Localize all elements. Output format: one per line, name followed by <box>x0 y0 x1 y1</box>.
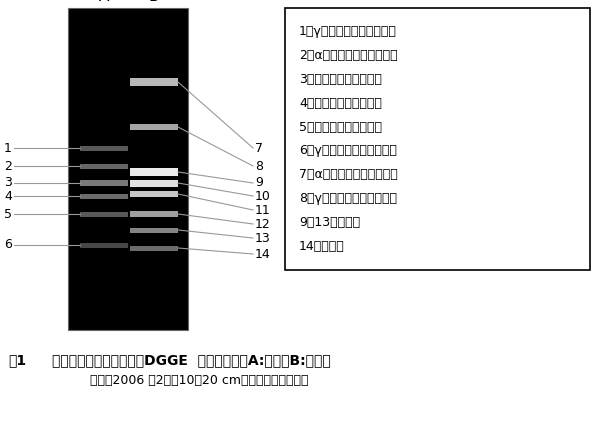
Bar <box>80 146 128 151</box>
Bar <box>68 8 188 330</box>
Text: 9〜13：未同定: 9〜13：未同定 <box>299 216 360 229</box>
Text: 2: 2 <box>4 160 12 173</box>
Text: 7：α－プロテオバクテリア: 7：α－プロテオバクテリア <box>299 168 397 181</box>
Bar <box>285 8 590 270</box>
Text: A: A <box>99 0 109 4</box>
Bar <box>80 163 128 168</box>
Bar <box>130 211 178 217</box>
Text: B: B <box>149 0 159 4</box>
Text: 6: 6 <box>4 238 12 252</box>
Text: 7: 7 <box>255 141 263 154</box>
Text: 3: 3 <box>4 176 12 189</box>
Bar <box>80 180 128 186</box>
Text: 14：古細菌: 14：古細菌 <box>299 240 345 253</box>
Bar <box>130 191 178 197</box>
Text: 8：γ－プロテオバクテリア: 8：γ－プロテオバクテリア <box>299 192 397 205</box>
Text: 10: 10 <box>255 189 271 203</box>
Text: 土壌は2006 年2月に10〜20 cmの深さで採取した。: 土壌は2006 年2月に10〜20 cmの深さで採取した。 <box>90 373 308 387</box>
Bar <box>130 227 178 233</box>
Text: 11: 11 <box>255 203 271 216</box>
Text: 14: 14 <box>255 247 271 260</box>
Text: 5：アシッドバクテリア: 5：アシッドバクテリア <box>299 121 382 134</box>
Bar <box>130 78 178 86</box>
Text: 9: 9 <box>255 176 263 189</box>
Text: 13: 13 <box>255 232 271 244</box>
Text: 8: 8 <box>255 160 263 173</box>
Bar <box>80 211 128 216</box>
Text: 3：アシッドバクテリア: 3：アシッドバクテリア <box>299 73 382 86</box>
Text: 1：γ－プロテオバクテリア: 1：γ－プロテオバクテリア <box>299 25 397 38</box>
Bar <box>80 194 128 198</box>
Text: 12: 12 <box>255 217 271 230</box>
Text: 5: 5 <box>4 208 12 221</box>
Bar <box>130 124 178 130</box>
Text: 牧之原赤黄色茶園土壌のDGGE  による解析（A:畝間、B:株下）: 牧之原赤黄色茶園土壌のDGGE による解析（A:畝間、B:株下） <box>52 353 331 367</box>
Bar <box>130 246 178 251</box>
Text: 2：α－プロテオバクテリア: 2：α－プロテオバクテリア <box>299 49 397 62</box>
Text: 4: 4 <box>4 189 12 203</box>
Bar <box>130 179 178 187</box>
Text: 4：プロテオバクテリア: 4：プロテオバクテリア <box>299 97 382 110</box>
Bar <box>80 243 128 247</box>
Text: 図1: 図1 <box>8 353 26 367</box>
Text: 1: 1 <box>4 141 12 154</box>
Bar <box>130 168 178 176</box>
Text: 6：γ－プロテオバクテリア: 6：γ－プロテオバクテリア <box>299 144 397 157</box>
